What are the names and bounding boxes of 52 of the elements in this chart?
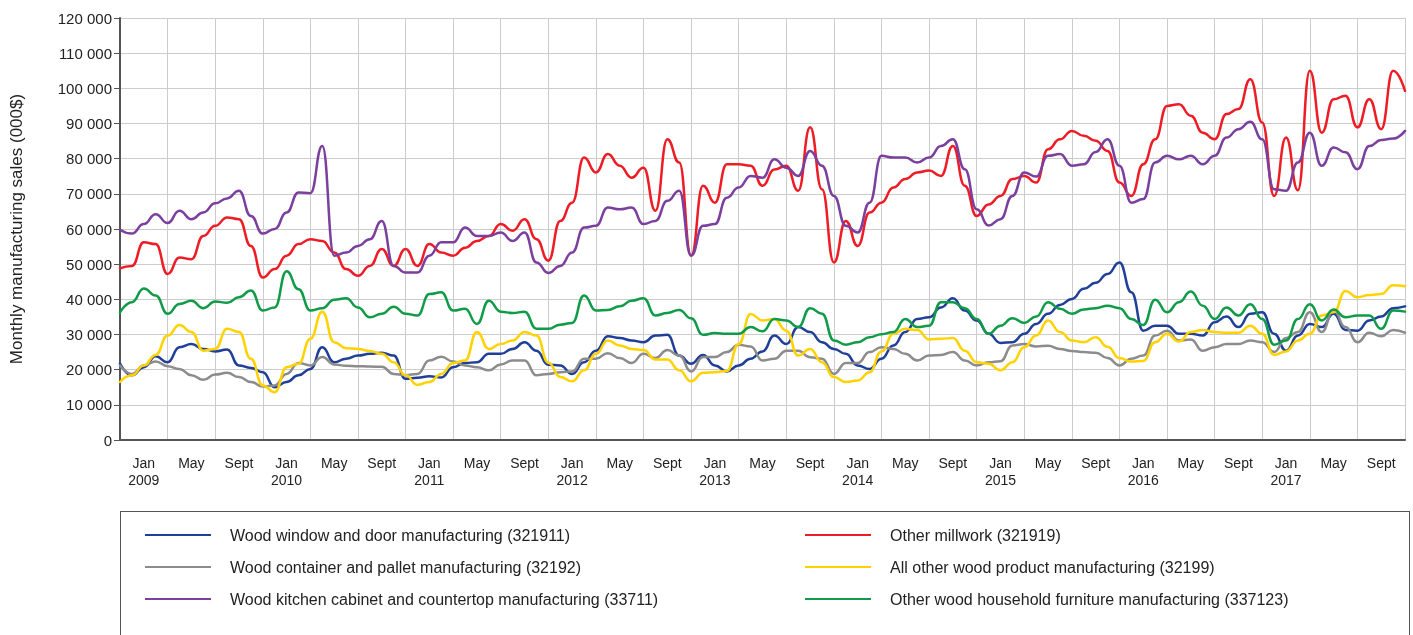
- line-series: [118, 284, 1407, 394]
- legend-label: Wood kitchen cabinet and countertop manufacturing (33711): [230, 590, 659, 608]
- x-tick-label: May: [606, 454, 633, 471]
- x-tick-label: Jan 2016: [1127, 454, 1160, 488]
- legend-label: Other millwork (321919): [890, 526, 1061, 544]
- x-tick-label: May: [320, 454, 348, 471]
- x-tick-label: Jan 2011: [414, 454, 445, 488]
- y-tick-label: 20 000: [66, 361, 112, 379]
- x-tick-label: May: [463, 454, 491, 471]
- y-tick-label: 0: [103, 431, 112, 449]
- x-tick-label: Sept: [510, 454, 540, 471]
- line-series: [118, 269, 1407, 346]
- y-tick-label: 110 000: [58, 44, 112, 62]
- y-tick-label: 50 000: [66, 255, 112, 273]
- y-axis-title: Monthly manufacturing sales (000$): [7, 93, 26, 365]
- x-tick-label: Sept: [367, 454, 397, 471]
- x-tick-label: Sept: [795, 454, 825, 471]
- legend-label: Wood container and pallet manufacturing (32192): [230, 558, 582, 576]
- y-tick-label: 70 000: [66, 185, 112, 203]
- x-tick-label: Jan 2012: [556, 454, 588, 488]
- line-series: [118, 309, 1407, 388]
- legend-label: All other wood product manufacturing (32199): [890, 558, 1215, 576]
- line-series: [118, 120, 1407, 275]
- x-tick-label: Sept: [1081, 454, 1111, 471]
- x-tick-label: Sept: [938, 454, 968, 471]
- x-tick-label: Sept: [1366, 454, 1396, 471]
- x-tick-label: Jan 2017: [1270, 454, 1302, 488]
- y-tick-label: 100 000: [57, 79, 112, 97]
- y-tick-label: 40 000: [66, 290, 112, 308]
- x-tick-label: Jan 2014: [842, 454, 874, 488]
- legend-label: Other wood household furniture manufacturing (337123): [890, 590, 1289, 608]
- y-tick-label: 30 000: [66, 326, 112, 343]
- line-series: [118, 69, 1407, 279]
- y-tick-label: 120 000: [57, 9, 112, 27]
- y-tick-label: 10 000: [66, 396, 112, 414]
- x-tick-label: May: [1034, 454, 1062, 471]
- x-tick-label: Sept: [1224, 454, 1253, 471]
- x-tick-label: Jan 2009: [128, 454, 160, 488]
- x-tick-label: May: [749, 454, 776, 471]
- x-tick-label: May: [1320, 454, 1347, 471]
- legend-label: Wood window and door manufacturing (321911): [230, 526, 571, 544]
- x-tick-label: Jan 2010: [271, 454, 303, 488]
- y-tick-label: 80 000: [66, 150, 112, 168]
- x-tick-label: May: [178, 454, 205, 471]
- x-tick-label: Jan 2013: [699, 454, 731, 488]
- x-tick-label: Sept: [224, 454, 254, 471]
- x-tick-label: May: [892, 454, 919, 471]
- x-tick-label: Jan 2015: [984, 454, 1017, 488]
- x-tick-label: Sept: [652, 454, 682, 471]
- x-tick-label: May: [1177, 454, 1205, 471]
- y-tick-label: 90 000: [66, 115, 112, 132]
- y-tick-label: 60 000: [66, 220, 112, 238]
